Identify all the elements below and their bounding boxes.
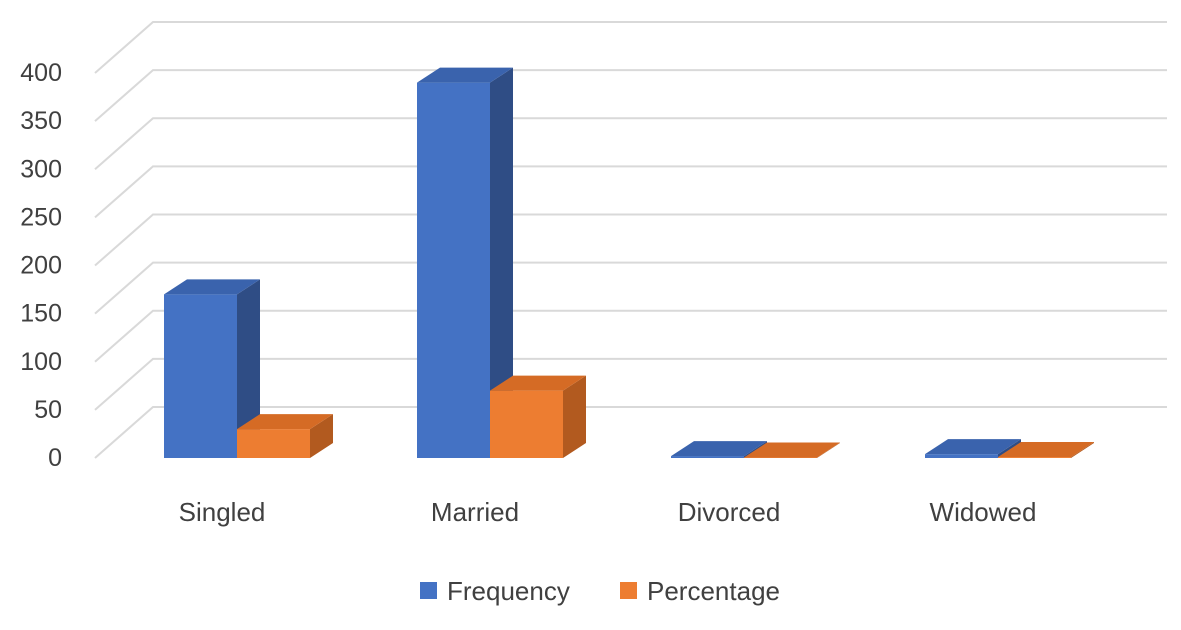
legend-swatch-percentage xyxy=(620,582,637,599)
x-tick-label: Divorced xyxy=(678,497,781,527)
bar-front xyxy=(417,83,490,458)
legend-label-frequency: Frequency xyxy=(447,576,570,606)
y-tick-label: 150 xyxy=(20,300,62,328)
y-tick-label: 250 xyxy=(20,203,62,231)
bar-front xyxy=(237,429,310,458)
bar-percentage-singled xyxy=(237,414,333,458)
legend: Frequency Percentage xyxy=(420,576,780,606)
bar-percentage-married xyxy=(490,376,586,458)
gridline xyxy=(95,118,1167,169)
bar-front xyxy=(925,454,998,458)
x-tick-label: Married xyxy=(431,497,519,527)
bar-front xyxy=(490,391,563,458)
gridline xyxy=(95,22,1167,73)
y-tick-label: 200 xyxy=(20,252,62,280)
gridline xyxy=(95,215,1167,266)
bar-front xyxy=(671,456,744,458)
x-tick-label: Widowed xyxy=(930,497,1037,527)
y-tick-label: 100 xyxy=(20,348,62,376)
legend-swatch-frequency xyxy=(420,582,437,599)
y-tick-label: 0 xyxy=(48,444,62,472)
gridline xyxy=(95,166,1167,217)
gridline xyxy=(95,70,1167,121)
x-tick-label: Singled xyxy=(179,497,266,527)
bar-front xyxy=(164,294,237,458)
legend-label-percentage: Percentage xyxy=(647,576,780,606)
y-tick-label: 350 xyxy=(20,107,62,135)
y-tick-label: 400 xyxy=(20,59,62,87)
bar-front xyxy=(998,457,1071,458)
y-tick-label: 50 xyxy=(34,396,62,424)
y-tick-label: 300 xyxy=(20,155,62,183)
